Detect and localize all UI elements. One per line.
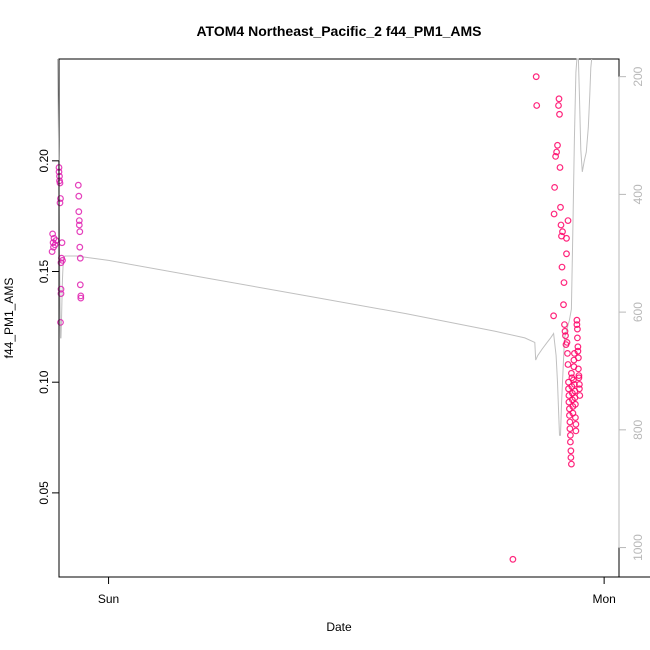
data-point — [575, 354, 582, 362]
data-point — [57, 290, 65, 298]
data-point — [558, 263, 566, 271]
data-point — [563, 250, 570, 258]
data-point — [564, 361, 572, 368]
data-point — [567, 447, 575, 455]
data-point — [509, 555, 517, 563]
data-point — [76, 243, 84, 251]
data-point — [555, 95, 563, 103]
data-point — [49, 230, 56, 238]
data-point — [57, 195, 64, 202]
chart-title-text: ATOM4 Northeast_Pacific_2 f44_PM1_AMS — [196, 23, 481, 39]
data-point — [572, 414, 579, 422]
x-tick-label: Sun — [98, 592, 119, 606]
data-point — [576, 385, 583, 393]
data-point — [57, 319, 64, 326]
x-tick-label: Mon — [592, 592, 615, 606]
y-tick-label: 0.15 — [37, 260, 51, 284]
data-point — [575, 374, 583, 382]
data-point — [533, 102, 541, 109]
data-point — [556, 164, 564, 171]
data-point — [568, 460, 575, 468]
data-point — [561, 327, 569, 335]
data-point — [568, 369, 575, 377]
data-point — [559, 228, 566, 236]
data-point — [74, 181, 82, 189]
data-point — [572, 427, 580, 435]
series-line — [57, 58, 593, 436]
data-point — [567, 454, 575, 461]
data-point — [557, 221, 565, 229]
data-point — [552, 152, 559, 160]
data-point — [56, 179, 64, 187]
data-point — [59, 257, 66, 264]
data-points-layer — [48, 73, 584, 563]
data-point — [75, 192, 83, 200]
y-right-tick-label: 600 — [631, 302, 645, 322]
x-axis-label: Date — [326, 620, 352, 634]
data-point — [76, 254, 84, 262]
data-point — [564, 217, 572, 225]
data-point — [75, 221, 83, 229]
data-point — [76, 228, 84, 236]
y-tick-label: 0.05 — [37, 481, 51, 505]
data-point — [561, 321, 568, 329]
data-point — [572, 400, 579, 408]
data-point — [48, 248, 56, 256]
y-tick-label: 0.20 — [37, 149, 51, 173]
data-point — [574, 343, 582, 351]
data-point — [566, 418, 574, 426]
data-point — [567, 438, 574, 446]
series-line-layer — [57, 58, 593, 436]
data-point — [77, 294, 85, 302]
data-point — [557, 203, 564, 211]
data-point — [573, 321, 581, 329]
y-right-tick-label: 800 — [631, 420, 645, 440]
plot-frame — [58, 58, 620, 578]
data-point — [574, 347, 582, 355]
data-point — [576, 381, 583, 388]
data-point — [560, 279, 568, 287]
data-point — [75, 208, 83, 216]
data-point — [563, 339, 571, 346]
data-point — [563, 234, 570, 242]
data-point — [575, 372, 583, 380]
data-point — [551, 183, 558, 191]
y-axis: 0.05 0.10 0.15 0.20 — [37, 149, 60, 505]
data-point — [75, 217, 83, 225]
data-point — [556, 110, 563, 118]
y-right-tick-label: 1000 — [631, 534, 645, 561]
data-point — [77, 292, 85, 300]
data-point — [555, 102, 562, 109]
data-point — [575, 365, 582, 373]
y-right-tick-label: 200 — [631, 66, 645, 86]
data-point — [573, 316, 581, 324]
data-point — [550, 312, 557, 320]
data-point — [562, 332, 569, 340]
data-point — [51, 241, 59, 249]
data-point — [57, 285, 65, 293]
data-point — [76, 281, 84, 289]
data-point — [553, 148, 560, 156]
data-point — [576, 392, 584, 399]
data-point — [554, 141, 561, 149]
data-point — [532, 73, 540, 81]
data-point — [56, 199, 64, 207]
y-axis-right: 200 400 600 800 1000 — [618, 66, 645, 561]
data-point — [572, 420, 580, 428]
data-point — [566, 425, 574, 433]
y-right-tick-label: 400 — [631, 184, 645, 204]
data-point — [574, 334, 581, 342]
y-axis-label: f44_PM1_AMS — [2, 278, 16, 359]
chart-title: ATOM4 Northeast_Pacific_2 f44_PM1_AMS — [196, 23, 481, 39]
data-point — [550, 210, 558, 218]
data-point — [58, 239, 66, 247]
data-point — [564, 350, 571, 357]
data-point — [570, 376, 577, 384]
data-point — [567, 431, 574, 439]
data-point — [574, 325, 581, 333]
x-axis: SunMonTue — [98, 576, 650, 606]
y-tick-label: 0.10 — [37, 370, 51, 394]
data-point — [560, 301, 567, 309]
